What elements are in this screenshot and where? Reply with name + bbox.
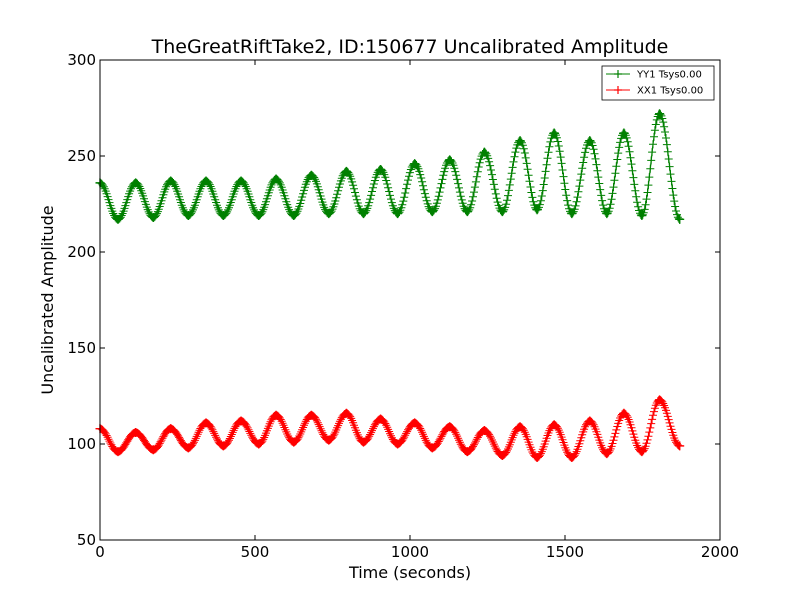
data-point [324, 435, 334, 445]
y-tick-label: 50 [77, 531, 96, 549]
legend: YY1 Tsys0.00 XX1 Tsys0.00 [601, 65, 715, 101]
y-tick-label: 300 [67, 51, 96, 69]
data-point [585, 136, 595, 146]
data-point [410, 159, 420, 169]
data-point [201, 176, 211, 186]
x-tick-label: 2000 [701, 543, 739, 561]
data-point [341, 166, 351, 176]
data-point [497, 207, 507, 217]
data-point [113, 214, 123, 224]
data-point [271, 410, 281, 420]
y-tick-label: 200 [67, 243, 96, 261]
data-point [289, 211, 299, 221]
series-yy1 [95, 109, 685, 224]
data-point [655, 109, 665, 119]
chart-title: TheGreatRiftTake2, ID:150677 Uncalibrate… [151, 36, 669, 58]
data-point [515, 136, 525, 146]
data-point [148, 445, 158, 455]
x-tick-label: 0 [95, 543, 105, 561]
data-point [148, 212, 158, 222]
data-point [619, 128, 629, 138]
data-point [602, 209, 612, 219]
data-point [131, 178, 141, 188]
data-point [218, 211, 228, 221]
data-point [324, 209, 334, 219]
data-point [497, 451, 507, 461]
data-point [218, 441, 228, 451]
data-point [341, 408, 351, 418]
data-point [655, 395, 665, 405]
data-point [376, 414, 386, 424]
data-point [549, 420, 559, 430]
data-point [532, 205, 542, 215]
data-point [462, 447, 472, 457]
y-axis-label: Uncalibrated Amplitude [38, 205, 57, 394]
legend-marker-yy1 [614, 70, 622, 78]
tick-layer: 0 500 1000 1500 2000 50 100 150 200 250 300 [67, 51, 739, 561]
data-point [289, 437, 299, 447]
data-point [201, 418, 211, 428]
data-point [549, 128, 559, 138]
x-tick-label: 500 [241, 543, 270, 561]
data-point [236, 176, 246, 186]
legend-marker-xx1 [614, 86, 622, 94]
data-point [131, 427, 141, 437]
data-point [445, 155, 455, 165]
data-point [585, 416, 595, 426]
data-point [462, 207, 472, 217]
x-tick-label: 1500 [546, 543, 584, 561]
data-point [479, 426, 489, 436]
data-point [393, 209, 403, 219]
data-point [306, 410, 316, 420]
data-point [183, 443, 193, 453]
legend-box [601, 65, 715, 101]
data-point [254, 439, 264, 449]
data-point [427, 207, 437, 217]
data-point [254, 211, 264, 221]
data-point [602, 449, 612, 459]
series-xx1 [95, 395, 685, 462]
data-point [393, 439, 403, 449]
legend-label-xx1: XX1 Tsys0.00 [637, 86, 703, 97]
data-point [567, 452, 577, 462]
y-tick-label: 250 [67, 147, 96, 165]
data-point [637, 211, 647, 221]
data-point [479, 147, 489, 157]
data-point [637, 447, 647, 457]
data-point [306, 170, 316, 180]
data-point [515, 422, 525, 432]
data-point [427, 443, 437, 453]
data-point [183, 211, 193, 221]
data-point [567, 209, 577, 219]
data-point [376, 164, 386, 174]
data-point [532, 452, 542, 462]
x-axis-label: Time (seconds) [348, 563, 471, 582]
y-tick-label: 100 [67, 435, 96, 453]
data-point [675, 214, 685, 224]
data-point [619, 408, 629, 418]
data-point [236, 416, 246, 426]
data-point [445, 422, 455, 432]
series-layer [95, 109, 685, 462]
data-point [675, 441, 685, 451]
y-tick-label: 150 [67, 339, 96, 357]
data-point [166, 176, 176, 186]
x-tick-label: 1000 [391, 543, 429, 561]
data-point [359, 209, 368, 219]
data-point [410, 418, 420, 428]
data-point [166, 424, 176, 434]
data-point [113, 447, 123, 457]
legend-label-yy1: YY1 Tsys0.00 [636, 70, 702, 81]
data-point [359, 437, 368, 447]
data-point [271, 174, 281, 184]
